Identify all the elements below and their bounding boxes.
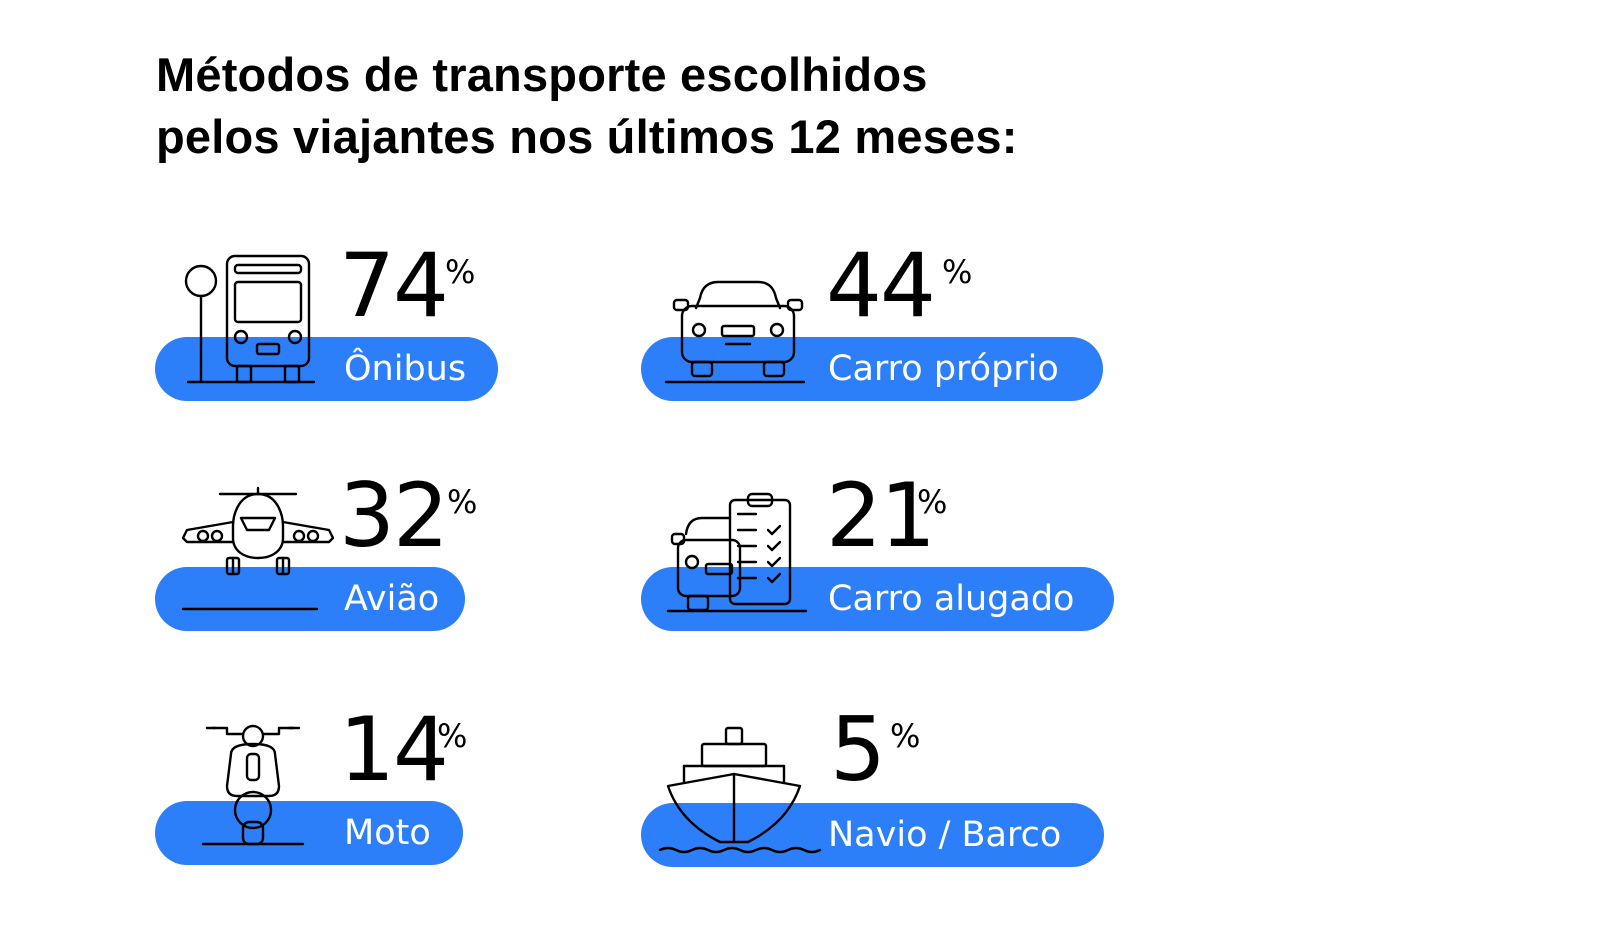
car-icon: [664, 280, 806, 384]
label-pill: [641, 803, 1104, 867]
stat-label: Ônibus: [344, 349, 467, 389]
percent-sign: %: [437, 717, 468, 755]
title-line-2: pelos viajantes nos últimos 12 meses:: [156, 110, 1018, 163]
label-pill: [155, 337, 498, 401]
label-pill: [641, 337, 1103, 401]
percent-sign: %: [942, 253, 973, 291]
stat-label: Navio / Barco: [828, 815, 1062, 855]
airplane-icon: [181, 486, 335, 611]
stat-label: Carro próprio: [828, 349, 1059, 389]
stat-label: Moto: [344, 813, 431, 853]
label-pill: [155, 801, 463, 865]
stat-value: 44: [826, 234, 936, 337]
label-pill: [641, 567, 1114, 631]
percent-sign: %: [890, 717, 921, 755]
percent-sign: %: [445, 253, 476, 291]
stat-label: Carro alugado: [828, 579, 1075, 619]
bus-icon: [184, 254, 316, 384]
label-pill: [155, 567, 465, 631]
rental-car-icon: [666, 492, 808, 613]
percent-sign: %: [917, 483, 948, 521]
stat-value: 5: [830, 698, 886, 801]
stat-value: 32: [339, 464, 449, 567]
title-line-1: Métodos de transporte escolhidos: [156, 48, 928, 101]
scooter-icon: [201, 724, 305, 846]
stat-value: 21: [826, 464, 936, 567]
ship-icon: [658, 726, 822, 854]
stat-value: 74: [339, 234, 449, 337]
percent-sign: %: [447, 483, 478, 521]
stat-label: Avião: [344, 579, 440, 619]
stat-value: 14: [339, 698, 449, 801]
page-title: Métodos de transporte escolhidos pelos v…: [156, 44, 1018, 168]
